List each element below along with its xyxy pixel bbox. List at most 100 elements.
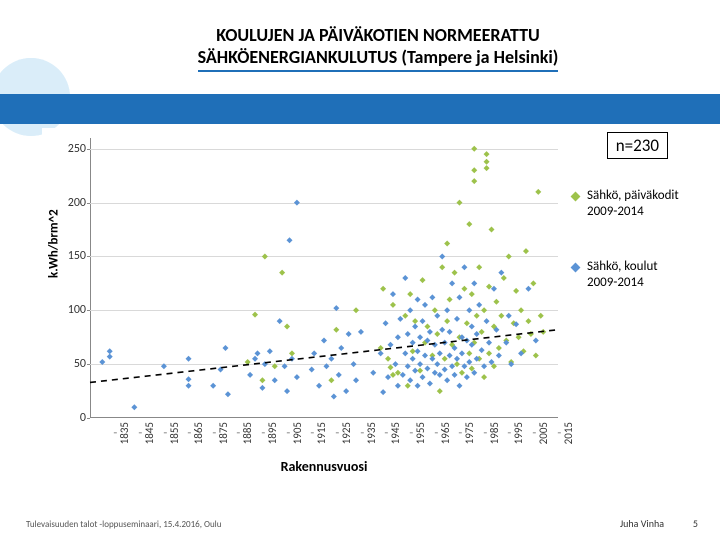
data-point: [415, 348, 421, 354]
data-point: [442, 356, 448, 362]
data-point: [456, 294, 462, 300]
data-point: [351, 361, 357, 367]
data-point: [420, 374, 426, 380]
x-tick-label: 1935: [364, 422, 377, 444]
x-tick-label: 1905: [291, 422, 304, 444]
data-point: [405, 383, 411, 389]
data-point: [461, 264, 467, 270]
data-point: [338, 345, 344, 351]
x-tick-label: 1965: [438, 422, 451, 444]
x-tick-label: 1875: [217, 422, 230, 444]
data-point: [429, 294, 435, 300]
data-point: [289, 356, 295, 362]
data-point: [405, 363, 411, 369]
data-point: [333, 305, 339, 311]
legend-label: Sähkö, päiväkodit 2009-2014: [587, 188, 680, 221]
data-point: [328, 377, 334, 383]
data-point: [449, 280, 455, 286]
data-point: [252, 356, 258, 362]
data-point: [513, 288, 519, 294]
data-point: [131, 404, 137, 410]
data-point: [427, 329, 433, 335]
data-point: [476, 264, 482, 270]
title-underline: [198, 70, 559, 72]
data-point: [523, 248, 529, 254]
data-point: [466, 307, 472, 313]
data-point: [439, 253, 445, 259]
data-point: [272, 377, 278, 383]
data-point: [392, 361, 398, 367]
data-point: [481, 374, 487, 380]
data-point: [434, 361, 440, 367]
scatter-svg: [90, 138, 558, 418]
footer-author: Juha Vinha: [620, 517, 664, 530]
data-point: [464, 374, 470, 380]
sample-size-annotation: n=230: [607, 132, 668, 159]
x-tick-label: 1985: [488, 422, 501, 444]
data-point: [471, 178, 477, 184]
data-point: [444, 377, 450, 383]
data-point: [479, 347, 485, 353]
data-point: [424, 365, 430, 371]
data-point: [437, 388, 443, 394]
data-point: [496, 345, 502, 351]
data-point: [530, 280, 536, 286]
data-point: [422, 353, 428, 359]
data-point: [259, 377, 265, 383]
y-tick-label: 250: [68, 142, 86, 156]
data-point: [447, 329, 453, 335]
data-point: [466, 221, 472, 227]
y-tick-label: 200: [68, 196, 86, 210]
x-tick-label: 1995: [512, 422, 525, 444]
data-point: [434, 331, 440, 337]
data-point: [380, 286, 386, 292]
data-point: [454, 356, 460, 362]
data-point: [222, 345, 228, 351]
data-point: [486, 340, 492, 346]
data-point: [353, 307, 359, 313]
data-point: [388, 342, 394, 348]
data-point: [370, 370, 376, 376]
data-point: [390, 291, 396, 297]
data-point: [407, 307, 413, 313]
data-point: [456, 200, 462, 206]
data-point: [459, 350, 465, 356]
data-point: [402, 275, 408, 281]
data-point: [525, 318, 531, 324]
y-tick-label: 50: [74, 357, 86, 371]
data-point: [415, 383, 421, 389]
data-point: [417, 334, 423, 340]
legend-item-paivakodit: Sähkö, päiväkodit 2009-2014: [572, 188, 680, 221]
data-point: [434, 313, 440, 319]
diamond-icon: [571, 192, 581, 202]
data-point: [432, 307, 438, 313]
data-point: [284, 388, 290, 394]
data-point: [484, 159, 490, 165]
y-tick-label: 0: [80, 411, 86, 425]
data-point: [186, 356, 192, 362]
data-point: [378, 350, 384, 356]
data-point: [471, 146, 477, 152]
x-tick-label: 1925: [340, 422, 353, 444]
data-point: [262, 253, 268, 259]
data-point: [429, 356, 435, 362]
x-tick-label: 1955: [414, 422, 427, 444]
title-line-1: KOULUJEN JA PÄIVÄKOTIEN NORMEERATTU: [98, 24, 658, 46]
data-point: [454, 316, 460, 322]
x-tick-label: 1835: [118, 422, 131, 444]
data-point: [107, 354, 113, 360]
data-point: [294, 200, 300, 206]
data-point: [481, 363, 487, 369]
data-point: [424, 323, 430, 329]
data-point: [311, 350, 317, 356]
data-point: [412, 368, 418, 374]
data-point: [343, 388, 349, 394]
x-tick-label: 1945: [389, 422, 402, 444]
data-point: [471, 280, 477, 286]
data-point: [461, 363, 467, 369]
data-point: [287, 237, 293, 243]
data-point: [484, 151, 490, 157]
data-point: [471, 167, 477, 173]
data-point: [385, 356, 391, 362]
footer-left: Tulevaisuuden talot -loppuseminaari, 15.…: [26, 519, 221, 530]
